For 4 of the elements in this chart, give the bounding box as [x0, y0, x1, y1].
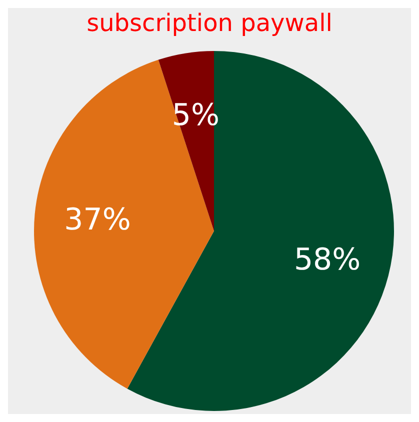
data-label: 5%	[172, 98, 220, 133]
data-label: 37%	[64, 202, 131, 238]
chart-title: subscription paywall	[86, 8, 334, 38]
data-label: 58%	[294, 242, 361, 278]
